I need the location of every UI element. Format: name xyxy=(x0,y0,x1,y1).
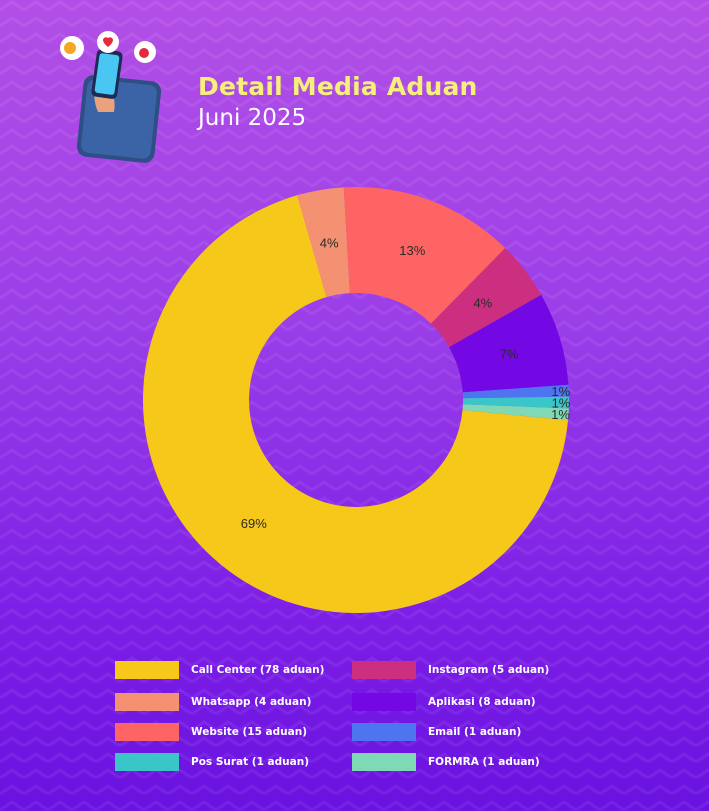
data-label-whatsapp: 4% xyxy=(320,235,339,250)
data-label-pos-surat: 1% xyxy=(552,395,571,410)
donut-slice-website xyxy=(343,186,506,324)
data-label-website: 13% xyxy=(399,243,425,258)
legend-item: Pos Surat (1 aduan) xyxy=(115,752,309,772)
donut-slice-aplikasi xyxy=(449,294,569,393)
donut-slice-instagram xyxy=(430,248,542,348)
legend-swatch xyxy=(115,723,179,741)
legend-label: Website (15 aduan) xyxy=(191,726,307,738)
legend-swatch xyxy=(352,723,416,741)
legend-item: Instagram (5 aduan) xyxy=(352,660,549,680)
legend-item: Whatsapp (4 aduan) xyxy=(115,692,311,712)
legend-swatch xyxy=(115,693,179,711)
donut-slice-pos-surat xyxy=(462,396,569,409)
page-subtitle: Juni 2025 xyxy=(198,105,307,131)
legend-swatch xyxy=(352,753,416,771)
legend-label: Call Center (78 aduan) xyxy=(191,664,325,676)
data-label-formra: 1% xyxy=(551,407,570,422)
data-label-instagram: 4% xyxy=(473,295,492,310)
legend-item: FORMRA (1 aduan) xyxy=(352,752,540,772)
legend-label: FORMRA (1 aduan) xyxy=(428,756,540,768)
phone-hand-notification-icon xyxy=(60,31,162,163)
legend-item: Aplikasi (8 aduan) xyxy=(352,692,536,712)
data-label-email: 1% xyxy=(551,384,570,399)
legend-item: Call Center (78 aduan) xyxy=(115,660,324,680)
legend-swatch xyxy=(352,693,416,711)
donut-slice-formra xyxy=(462,404,569,421)
page-title: Detail Media Aduan xyxy=(198,72,478,101)
legend-label: Instagram (5 aduan) xyxy=(428,664,550,676)
legend-item: Email (1 aduan) xyxy=(352,722,521,742)
data-label-aplikasi: 7% xyxy=(500,347,519,362)
legend-swatch xyxy=(115,661,179,679)
donut-slice-email xyxy=(462,384,569,399)
data-label-call-center: 69% xyxy=(241,516,267,531)
donut-slice-call-center xyxy=(142,195,569,614)
legend-swatch xyxy=(352,661,416,679)
donut-slice-whatsapp xyxy=(297,187,350,298)
legend-label: Email (1 aduan) xyxy=(428,726,522,738)
legend-item: Website (15 aduan) xyxy=(115,722,307,742)
legend-label: Aplikasi (8 aduan) xyxy=(428,696,536,708)
legend-swatch xyxy=(115,753,179,771)
legend-label: Pos Surat (1 aduan) xyxy=(191,756,309,768)
legend-label: Whatsapp (4 aduan) xyxy=(191,696,312,708)
